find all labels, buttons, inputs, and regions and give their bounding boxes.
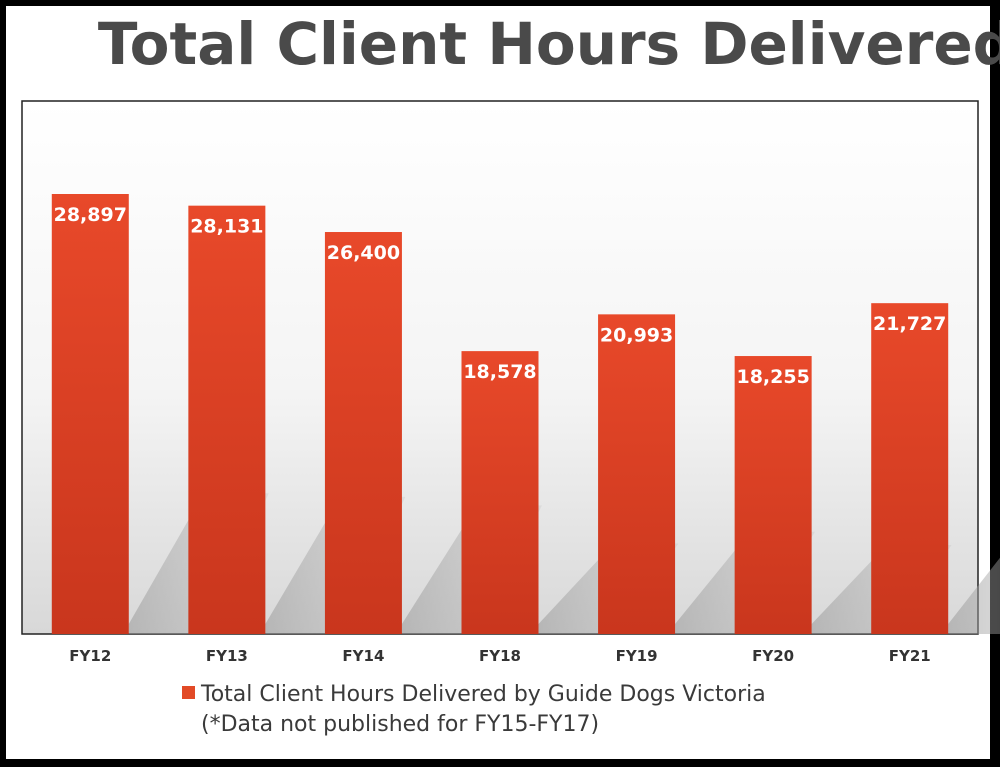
bar-fy12 [51,194,129,634]
bar-fy14 [324,232,402,634]
bar-fy18 [461,351,539,634]
bar-fy13 [188,205,266,634]
legend-swatch [182,686,195,699]
bar-fy20 [734,356,812,634]
data-label: 20,993 [600,324,673,346]
bar-fy21 [871,303,949,634]
legend-note: (*Data not published for FY15-FY17) [201,712,600,737]
data-label: 28,897 [54,204,127,226]
data-label: 18,255 [736,366,809,388]
bar-fy19 [598,314,676,634]
legend-label: Total Client Hours Delivered by Guide Do… [201,682,766,707]
x-tick-label: FY12 [69,647,111,665]
x-axis-ticks: FY12 FY13 FY14 FY18 FY19 FY20 FY21 [69,647,930,665]
data-label: 28,131 [190,216,263,238]
x-tick-label: FY13 [206,647,248,665]
x-tick-label: FY20 [752,647,794,665]
data-label: 18,578 [463,361,536,383]
bar-shadow [948,557,1000,634]
data-label: 21,727 [873,313,946,335]
x-tick-label: FY19 [616,647,658,665]
legend: Total Client Hours Delivered by Guide Do… [182,680,766,740]
bars-group: 28,897 28,131 26,400 18,578 20,993 18,255 21,7… [51,194,949,634]
x-tick-label: FY18 [479,647,521,665]
x-tick-label: FY21 [889,647,931,665]
chart-title: Total Client Hours Delivered [97,10,1000,78]
x-tick-label: FY14 [342,647,384,665]
data-label: 26,400 [327,242,400,264]
